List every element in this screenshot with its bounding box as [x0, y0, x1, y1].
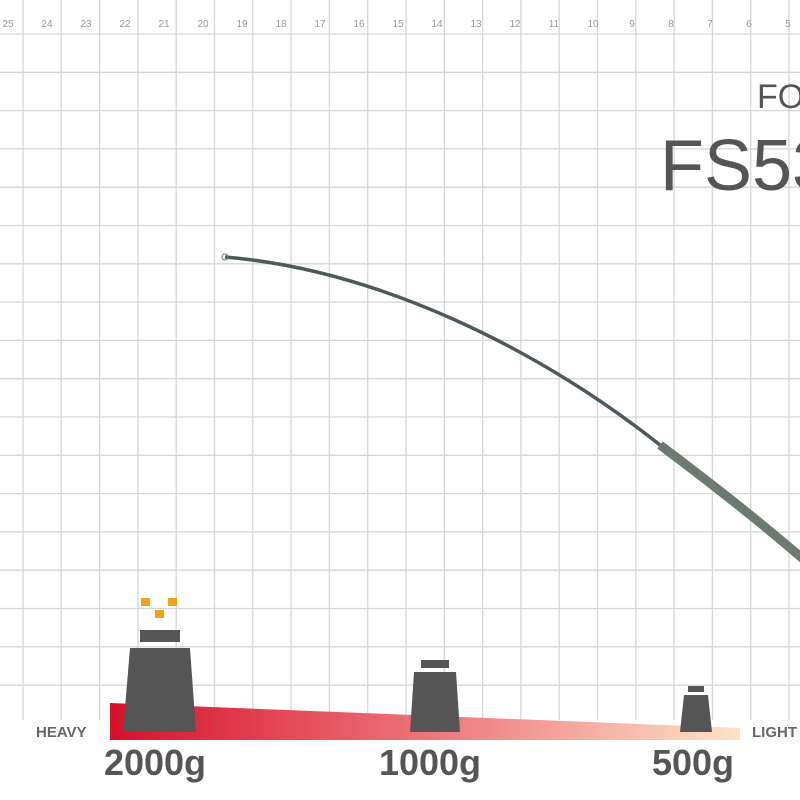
ruler-label: 11 [549, 19, 560, 30]
grid [0, 0, 800, 720]
ruler-label: 16 [353, 19, 365, 30]
ruler-label: 9 [629, 19, 635, 30]
ruler-label: 10 [587, 19, 599, 30]
ruler-label: 5 [785, 19, 791, 30]
ruler-label: 18 [275, 19, 287, 30]
weight-large [123, 630, 196, 732]
light-label: LIGHT [752, 724, 797, 741]
ruler-label: 20 [197, 19, 209, 30]
ruler-label: 21 [158, 19, 170, 30]
heavy-label: HEAVY [36, 724, 87, 741]
ruler-label: 15 [392, 19, 404, 30]
model-name: FS53 [660, 126, 800, 206]
weight-label: 1000g [379, 742, 481, 783]
ruler-label: 8 [668, 19, 674, 30]
weight-label: 500g [652, 742, 734, 783]
selected-marker [141, 598, 177, 618]
ruler-label: 13 [470, 19, 482, 30]
ruler-label: 22 [119, 19, 131, 30]
ruler-label: 25 [2, 19, 14, 30]
rod-tip [224, 255, 662, 447]
series-name: FO [757, 78, 800, 116]
weight-medium [410, 660, 460, 732]
ruler-label: 12 [509, 19, 521, 30]
ruler-label: 14 [431, 19, 443, 30]
ruler: 25 24 23 22 21 20 19 18 17 16 15 14 13 12 11 10 9 8 7 6 5 [2, 19, 791, 30]
rod-butt [657, 441, 800, 563]
rod-guide [221, 253, 229, 261]
ruler-label: 23 [80, 19, 92, 30]
ruler-label: 19 [236, 19, 248, 30]
weight-label: 2000g [104, 742, 206, 783]
ruler-label: 24 [41, 19, 53, 30]
ruler-label: 17 [314, 19, 326, 30]
weight-small [680, 686, 712, 732]
ruler-label: 6 [746, 19, 752, 30]
ruler-label: 7 [707, 19, 713, 30]
